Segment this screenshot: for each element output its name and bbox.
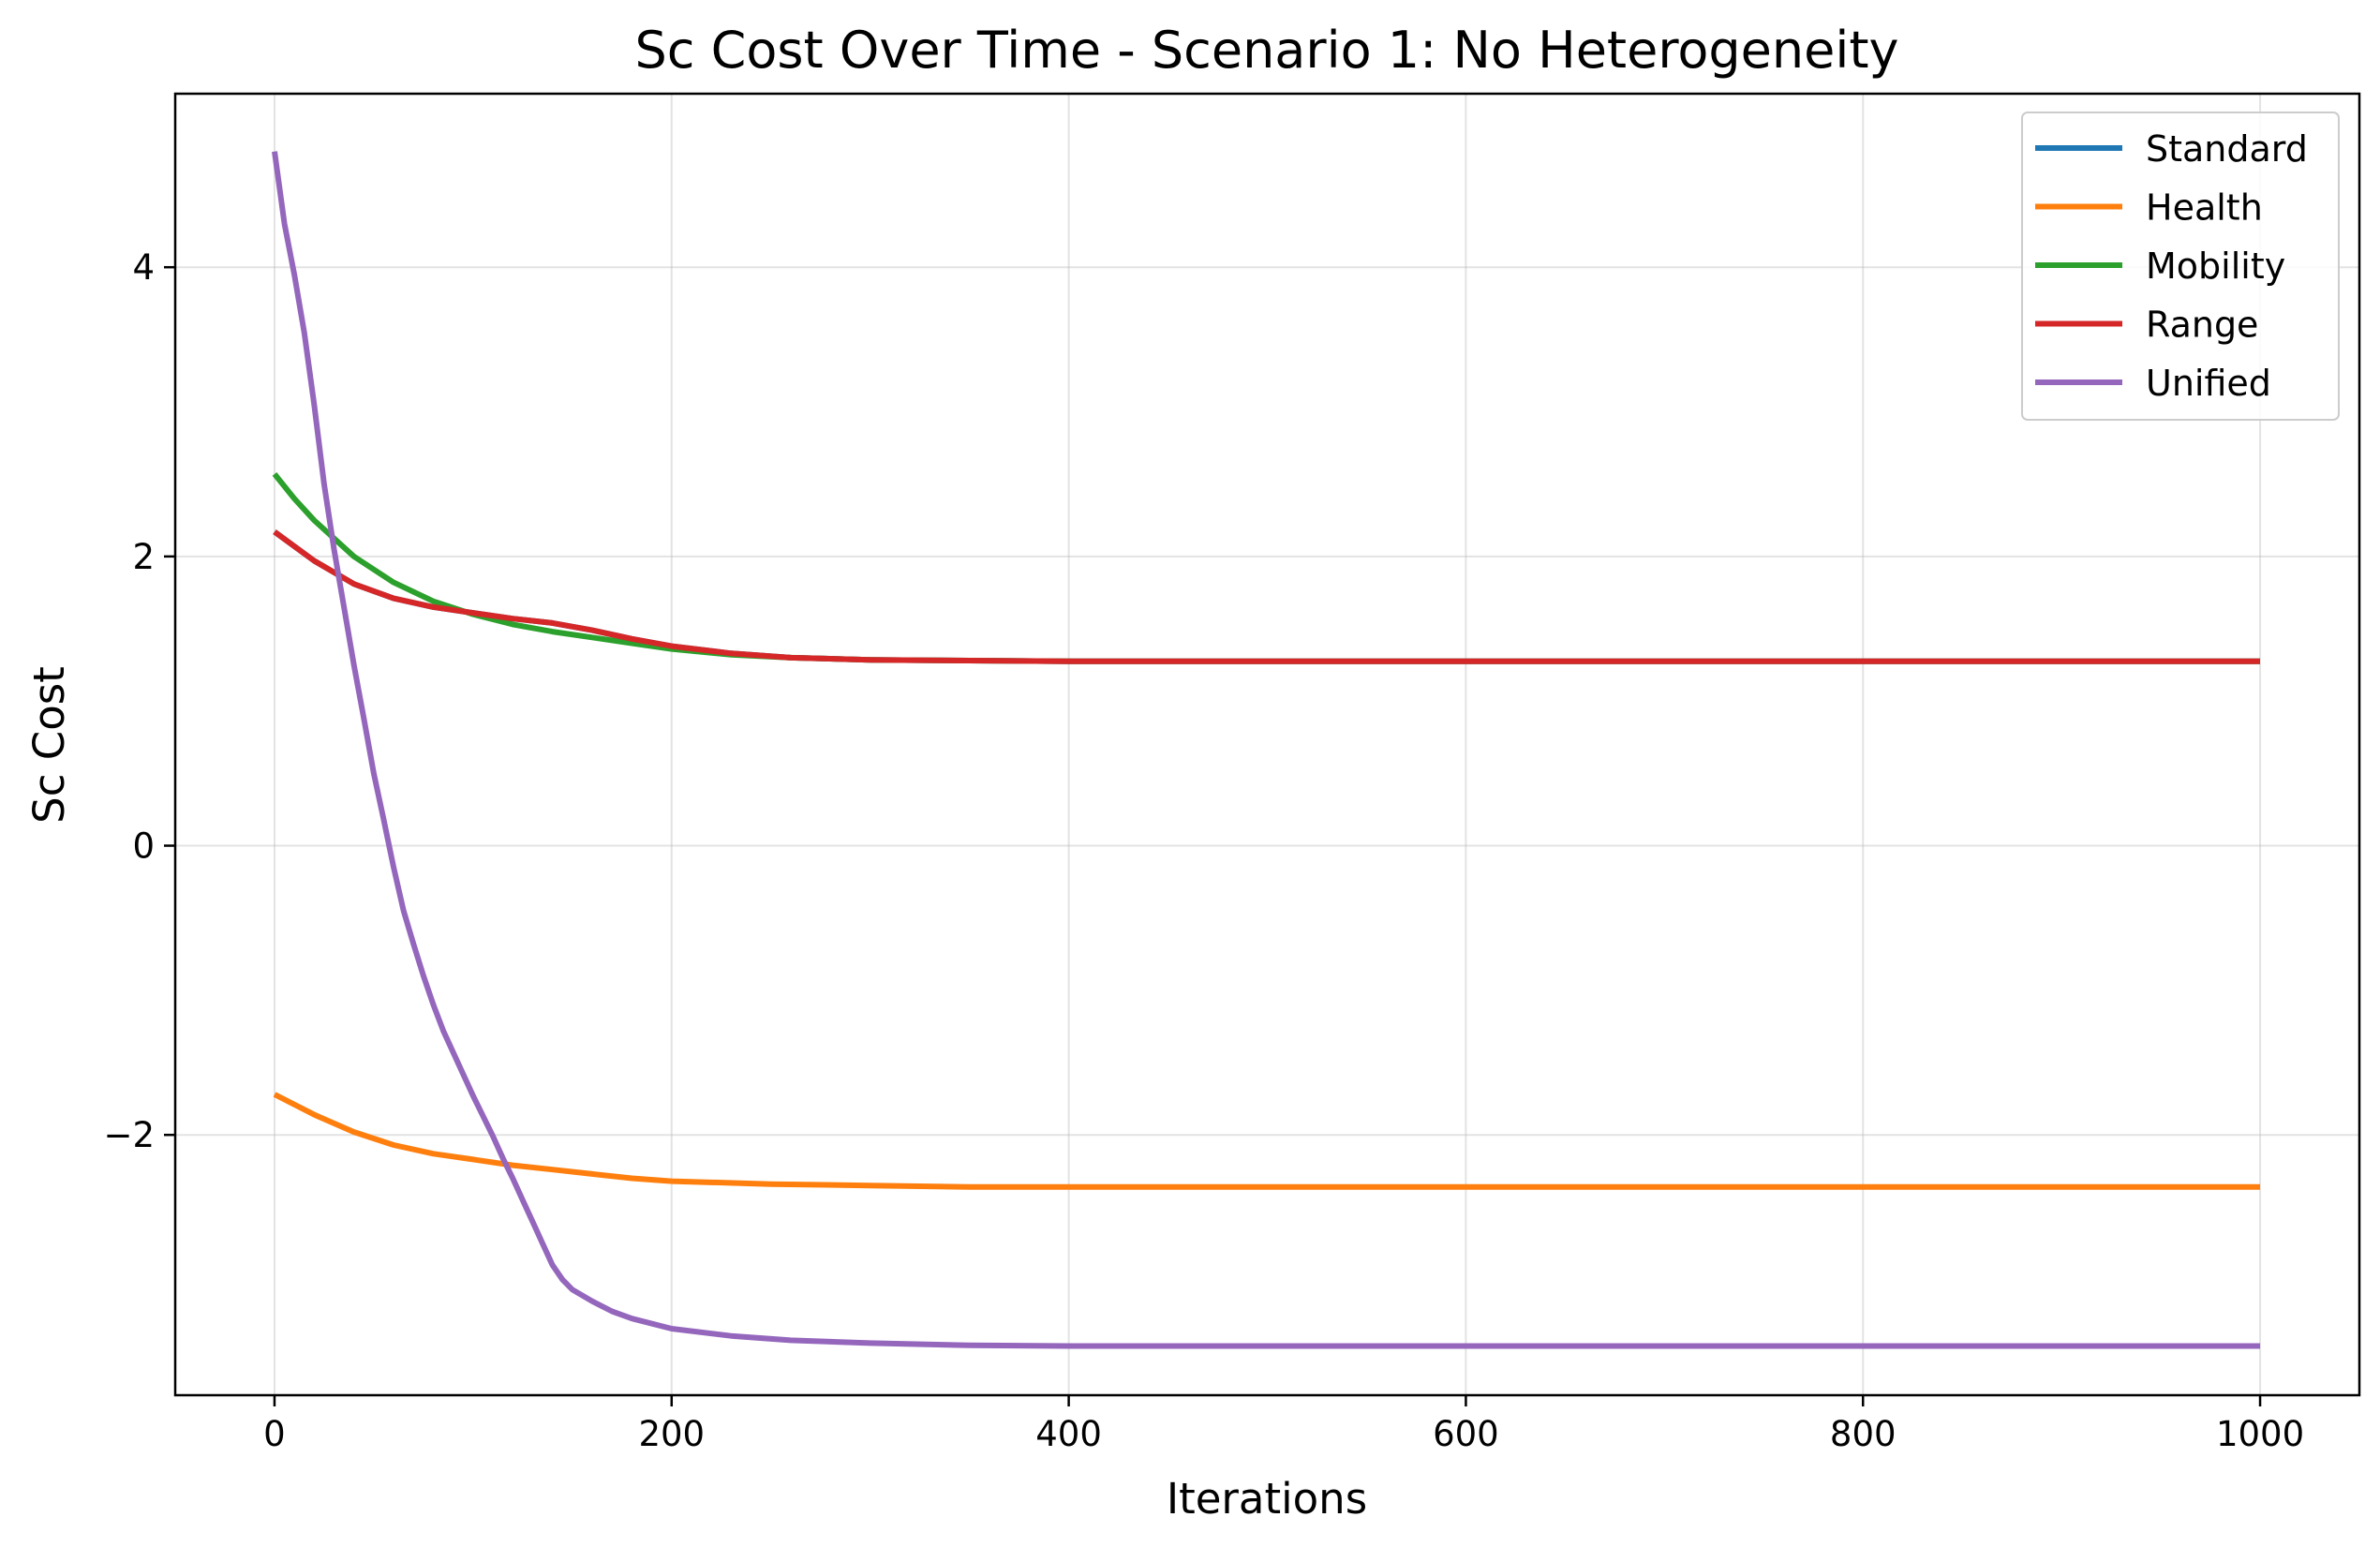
legend-label-standard: Standard (2146, 128, 2308, 170)
y-axis: −2 0 2 4 (103, 247, 175, 1155)
y-tick-label: 2 (132, 537, 155, 577)
series-line-health (273, 1092, 2260, 1190)
y-tick-label: 0 (132, 826, 155, 867)
x-tick-label: 400 (1035, 1414, 1102, 1454)
series-line-range (273, 529, 2260, 664)
x-tick-label: 800 (1830, 1414, 1897, 1454)
legend: Standard Health Mobility Range Unified (2021, 112, 2340, 421)
x-tick-label: 600 (1433, 1414, 1499, 1454)
y-tick-label: −2 (103, 1115, 155, 1155)
x-axis: 0 200 400 600 800 1000 (263, 1395, 2304, 1454)
x-tick-label: 0 (263, 1414, 286, 1454)
gridlines (175, 94, 2359, 1395)
y-axis-label: Sc Cost (24, 666, 74, 824)
series-line-unified (272, 151, 2260, 1349)
legend-frame (2021, 112, 2340, 421)
x-tick-label: 1000 (2216, 1414, 2304, 1454)
plot-frame (173, 92, 2361, 1397)
series-lines (272, 151, 2260, 1349)
legend-label-health: Health (2146, 187, 2263, 229)
x-axis-label: Iterations (1167, 1474, 1367, 1524)
legend-label-mobility: Mobility (2146, 245, 2285, 287)
legend-label-unified: Unified (2146, 363, 2271, 404)
x-tick-label: 200 (638, 1414, 705, 1454)
y-tick-label: 4 (132, 247, 155, 288)
legend-label-range: Range (2146, 305, 2258, 346)
chart-title: Sc Cost Over Time - Scenario 1: No Heter… (635, 21, 1899, 80)
